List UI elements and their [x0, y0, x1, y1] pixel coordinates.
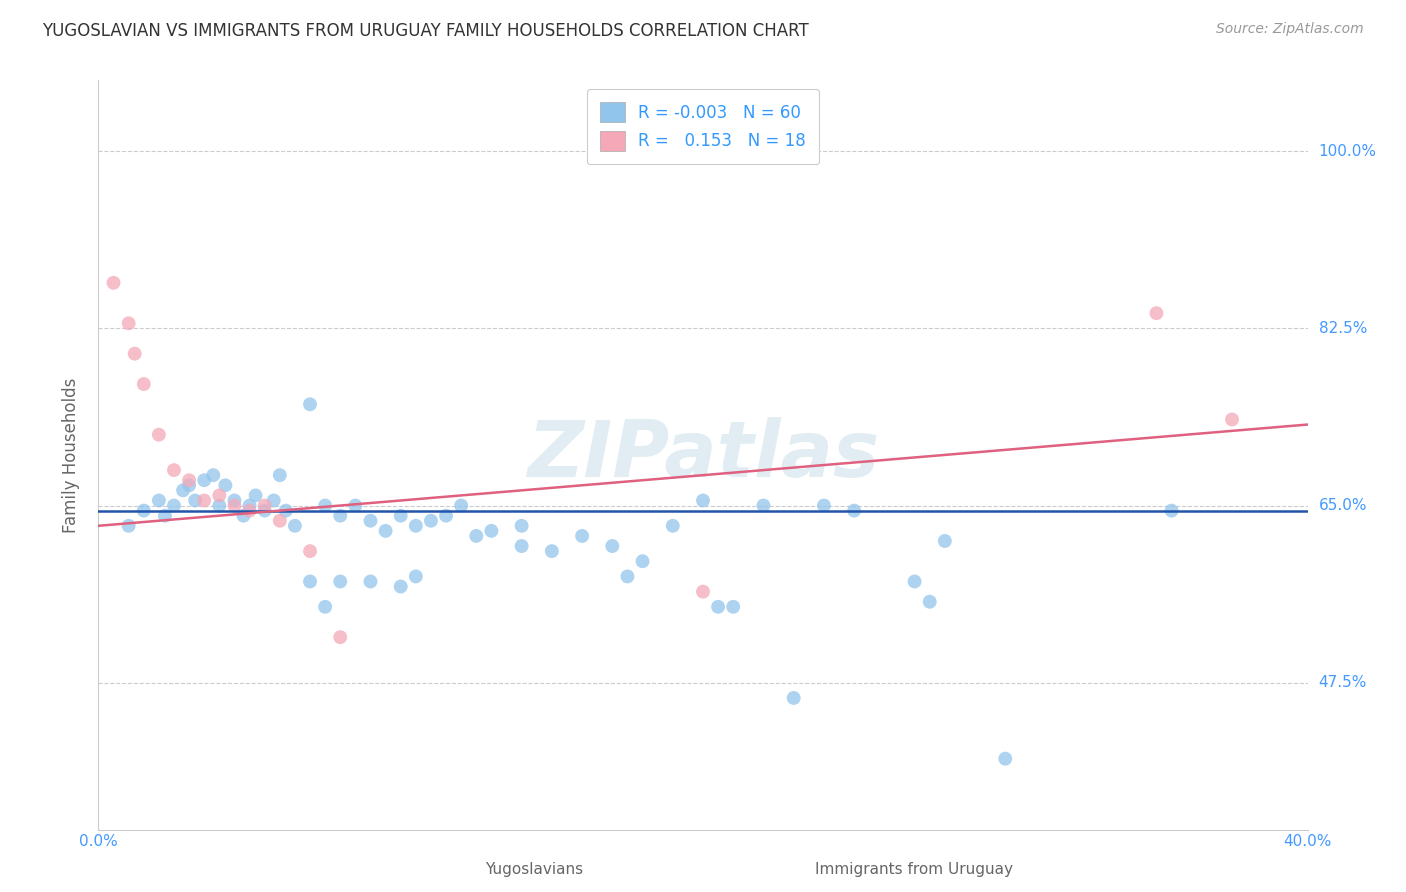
Point [224, 499, 246, 513]
Point [374, 524, 396, 538]
Point [284, 518, 307, 533]
Point [510, 518, 533, 533]
Point [692, 493, 714, 508]
Point [184, 493, 207, 508]
Point [918, 595, 941, 609]
Point [540, 544, 562, 558]
Point [163, 463, 186, 477]
Point [1146, 306, 1168, 320]
Point [329, 574, 352, 589]
Point [253, 503, 276, 517]
Point [172, 483, 194, 498]
Point [465, 529, 488, 543]
Point [179, 473, 201, 487]
Point [299, 574, 322, 589]
Point [934, 533, 956, 548]
Point [274, 503, 297, 517]
Point [314, 499, 336, 513]
Point [904, 574, 927, 589]
Point [344, 499, 367, 513]
Point [360, 514, 382, 528]
Point [239, 499, 262, 513]
Point [269, 514, 291, 528]
Point [661, 518, 683, 533]
Point [224, 493, 246, 508]
Text: 47.5%: 47.5% [1319, 675, 1367, 690]
Point [844, 503, 866, 517]
Point [481, 524, 503, 538]
Point [148, 427, 170, 442]
Text: 100.0%: 100.0% [1319, 144, 1376, 159]
Point [208, 499, 231, 513]
Point [723, 599, 745, 614]
Point [389, 580, 412, 594]
Text: Source: ZipAtlas.com: Source: ZipAtlas.com [1216, 22, 1364, 37]
Point [208, 488, 231, 502]
Point [269, 468, 291, 483]
Point [692, 584, 714, 599]
Point [163, 499, 186, 513]
Point [616, 569, 638, 583]
Point [193, 493, 215, 508]
Point [148, 493, 170, 508]
Point [299, 544, 322, 558]
Point [1220, 412, 1243, 426]
Point [263, 493, 285, 508]
Point [103, 276, 125, 290]
Point [214, 478, 236, 492]
Point [253, 499, 276, 513]
Point [232, 508, 254, 523]
Text: 82.5%: 82.5% [1319, 321, 1367, 336]
Point [202, 468, 225, 483]
Point [118, 518, 141, 533]
Point [193, 473, 215, 487]
Point [245, 488, 267, 502]
Point [299, 397, 322, 411]
Point [510, 539, 533, 553]
Point [571, 529, 593, 543]
Point [132, 377, 155, 392]
Point [239, 503, 262, 517]
Point [783, 690, 806, 705]
Text: YUGOSLAVIAN VS IMMIGRANTS FROM URUGUAY FAMILY HOUSEHOLDS CORRELATION CHART: YUGOSLAVIAN VS IMMIGRANTS FROM URUGUAY F… [42, 22, 808, 40]
Point [329, 630, 352, 644]
Point [329, 508, 352, 523]
Text: Immigrants from Uruguay: Immigrants from Uruguay [815, 863, 1012, 877]
Point [752, 499, 775, 513]
Text: 65.0%: 65.0% [1319, 498, 1367, 513]
Point [420, 514, 443, 528]
Point [179, 478, 201, 492]
Point [602, 539, 624, 553]
Point [434, 508, 457, 523]
Point [389, 508, 412, 523]
Point [153, 508, 176, 523]
Point [118, 316, 141, 330]
Point [360, 574, 382, 589]
Point [707, 599, 730, 614]
Point [631, 554, 654, 568]
Point [132, 503, 155, 517]
Point [450, 499, 472, 513]
Point [1160, 503, 1182, 517]
Text: Yugoslavians: Yugoslavians [485, 863, 583, 877]
Text: ZIPatlas: ZIPatlas [527, 417, 879, 493]
Point [405, 569, 427, 583]
Point [124, 346, 146, 360]
Legend: R = -0.003   N = 60, R =   0.153   N = 18: R = -0.003 N = 60, R = 0.153 N = 18 [586, 88, 820, 164]
Y-axis label: Family Households: Family Households [62, 377, 80, 533]
Point [994, 752, 1017, 766]
Point [813, 499, 835, 513]
Point [314, 599, 336, 614]
Point [405, 518, 427, 533]
